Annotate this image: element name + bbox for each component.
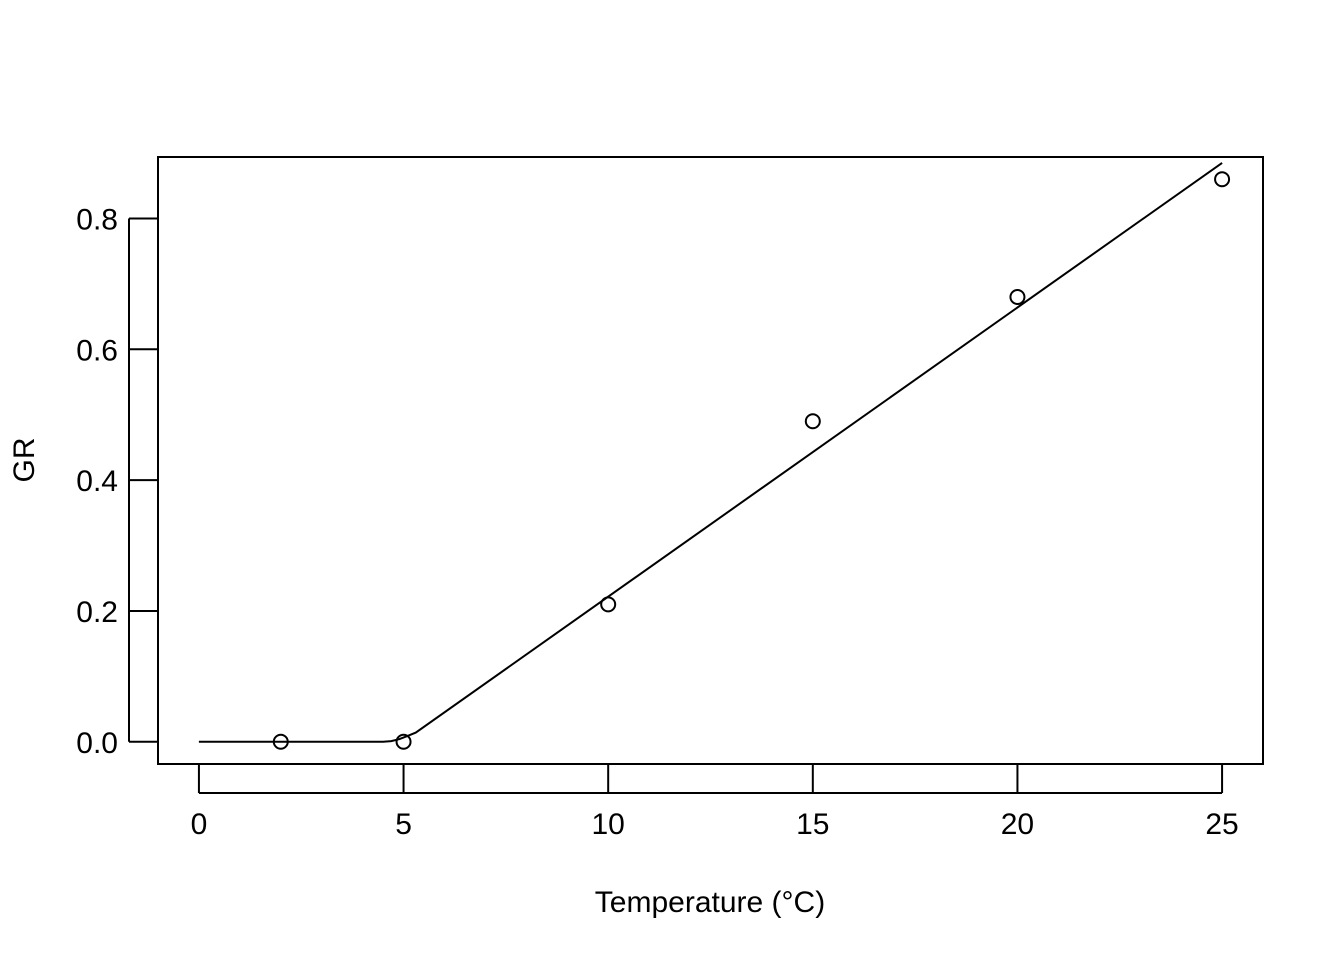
y-tick-label: 0.4 (76, 465, 118, 498)
y-tick-label: 0.8 (76, 203, 118, 236)
data-point (1214, 171, 1231, 188)
y-tick-label: 0.0 (76, 727, 118, 760)
plot-frame (157, 156, 1264, 765)
y-axis-title: GR (8, 438, 41, 483)
x-tick-label: 20 (1001, 808, 1034, 841)
series-layer (198, 162, 1231, 750)
y-tick-label: 0.2 (76, 596, 118, 629)
x-tick-label: 15 (796, 808, 829, 841)
data-point (804, 413, 821, 430)
data-point (395, 733, 412, 750)
data-point (600, 596, 617, 613)
x-tick-label: 5 (395, 808, 412, 841)
y-tick-label: 0.6 (76, 334, 118, 367)
x-tick-label: 0 (191, 808, 208, 841)
x-tick-label: 10 (591, 808, 624, 841)
x-axis: 0 5 10 15 20 25 (191, 765, 1239, 841)
y-axis: 0.0 0.2 0.4 0.6 0.8 (76, 203, 157, 760)
data-point (1009, 288, 1026, 305)
fitted-line (198, 162, 1223, 743)
x-tick-label: 25 (1205, 808, 1238, 841)
data-point (272, 733, 289, 750)
x-axis-title: Temperature (°C) (595, 886, 825, 919)
